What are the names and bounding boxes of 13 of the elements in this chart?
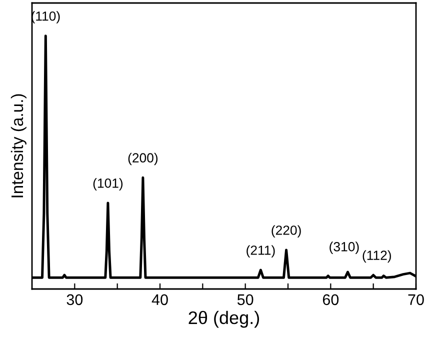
x-tick-label: 50 [237, 294, 254, 306]
annotation: (211) [246, 245, 275, 258]
x-tick-label: 70 [408, 294, 424, 306]
y-axis-title: Intensity (a.u.) [10, 94, 26, 198]
x-tick-label: 60 [322, 294, 339, 306]
annotation: (112) [362, 250, 391, 263]
x-tick-label: 40 [152, 294, 168, 306]
annotation: (220) [272, 225, 301, 238]
x-axis-title: 2θ (deg.) [188, 310, 260, 328]
annotation: (200) [128, 152, 158, 166]
x-tick-label: 30 [66, 294, 83, 306]
annotation: (310) [330, 242, 359, 254]
annotation: (101) [93, 178, 123, 190]
